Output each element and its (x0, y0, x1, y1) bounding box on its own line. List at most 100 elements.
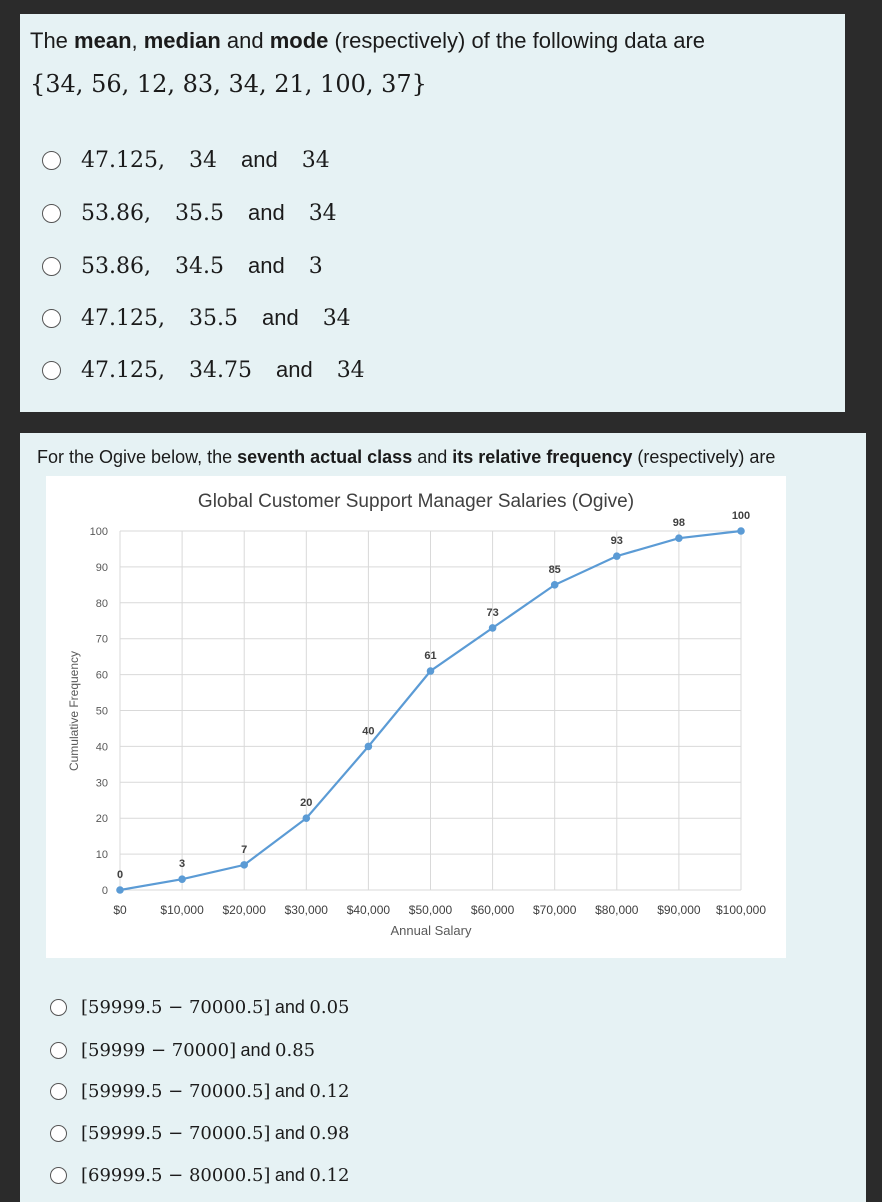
option-interval: [59999 − 70000] (81, 1039, 237, 1061)
data-point (675, 534, 683, 542)
option-1-b[interactable]: 53.86, 35.5 and 34 (42, 196, 337, 230)
x-tick-label: $10,000 (160, 903, 204, 917)
x-tick-label: $70,000 (533, 903, 577, 917)
x-tick-label: $60,000 (471, 903, 515, 917)
x-axis-label: Annual Salary (391, 923, 472, 938)
y-tick-labels: 0 10 20 30 40 50 60 70 80 90 100 (90, 526, 108, 897)
option-median: 34.75 (188, 357, 252, 383)
option-mode: 3 (308, 253, 323, 279)
data-label: 73 (486, 607, 498, 619)
data-set: {34, 56, 12, 83, 34, 21, 100, 37} (30, 70, 427, 98)
option-1-d[interactable]: 47.125, 35.5 and 34 (42, 301, 351, 335)
y-tick-label: 30 (96, 777, 108, 789)
data-point (550, 581, 559, 589)
x-tick-label: $50,000 (409, 903, 453, 917)
radio-button[interactable] (42, 150, 61, 170)
data-label: 3 (179, 858, 185, 870)
data-label: 98 (673, 517, 685, 529)
x-tick-label: $0 (113, 903, 127, 917)
radio-button[interactable] (50, 1166, 67, 1184)
question-2-text-part: For the Ogive below, the (37, 447, 238, 467)
radio-button[interactable] (42, 360, 61, 380)
x-tick-label: $20,000 (223, 903, 267, 917)
radio-button[interactable] (42, 256, 61, 276)
question-2-bold-frequency: its relative frequency (452, 447, 633, 467)
option-median: 34 (188, 147, 217, 173)
ogive-chart: Global Customer Support Manager Salaries… (46, 476, 786, 958)
question-1-text-part: , (131, 28, 144, 53)
data-point (364, 742, 373, 751)
option-and: and (274, 996, 305, 1017)
option-median: 35.5 (174, 200, 224, 226)
data-label: 85 (549, 564, 561, 576)
y-tick-label: 60 (96, 670, 108, 682)
y-tick-label: 80 (96, 598, 108, 610)
y-tick-label: 70 (96, 634, 108, 646)
x-tick-label: $90,000 (657, 903, 701, 917)
question-2-text: For the Ogive below, the seventh actual … (37, 442, 775, 472)
option-median: 34.5 (174, 253, 224, 279)
y-tick-label: 20 (96, 813, 108, 825)
radio-button[interactable] (42, 203, 61, 223)
option-value: 0.12 (309, 1080, 350, 1102)
data-labels: 0 3 7 20 40 61 73 85 93 98 100 (117, 510, 750, 881)
data-point (240, 861, 248, 869)
question-2-text-part: (respectively) are (632, 447, 776, 467)
radio-button[interactable] (50, 1082, 67, 1100)
question-1-bold-mean: mean (74, 28, 132, 53)
option-mean: 47.125, (81, 305, 165, 331)
option-value: 0.05 (309, 996, 350, 1018)
option-1-a[interactable]: 47.125, 34 and 34 (42, 143, 330, 177)
radio-button[interactable] (50, 1124, 67, 1142)
y-tick-label: 0 (102, 885, 108, 897)
option-2-b[interactable]: [59999 − 70000] and 0.85 (50, 1035, 315, 1065)
question-1-bold-median: median (143, 28, 221, 53)
option-mode: 34 (322, 305, 351, 331)
question-2-bold-class: seventh actual class (237, 447, 413, 467)
ogive-chart-svg: Global Customer Support Manager Salaries… (67, 491, 766, 938)
question-1-bold-mode: mode (269, 28, 329, 53)
option-interval: [59999.5 − 70000.5] (81, 1122, 271, 1144)
y-tick-label: 90 (96, 562, 108, 574)
option-value: 0.85 (275, 1039, 316, 1061)
option-and: and (240, 1039, 271, 1060)
grid-lines (119, 530, 742, 891)
option-mean: 47.125, (81, 147, 165, 173)
chart-title: Global Customer Support Manager Salaries… (198, 491, 634, 512)
option-and: and (275, 357, 313, 382)
option-mode: 34 (301, 147, 330, 173)
option-mode: 34 (308, 200, 337, 226)
y-tick-label: 40 (96, 741, 108, 753)
x-tick-label: $100,000 (716, 903, 766, 917)
question-1-text: The mean, median and mode (respectively)… (30, 26, 705, 56)
x-tick-label: $30,000 (285, 903, 329, 917)
option-interval: [59999.5 − 70000.5] (81, 1080, 271, 1102)
question-1-text-part: and (220, 28, 270, 53)
option-1-e[interactable]: 47.125, 34.75 and 34 (42, 353, 365, 387)
option-2-d[interactable]: [59999.5 − 70000.5] and 0.98 (50, 1118, 349, 1148)
question-1-text-part: The (30, 28, 75, 53)
option-value: 0.12 (309, 1164, 350, 1186)
x-tick-label: $40,000 (347, 903, 391, 917)
x-tick-label: $80,000 (595, 903, 639, 917)
radio-button[interactable] (50, 998, 67, 1016)
option-1-c[interactable]: 53.86, 34.5 and 3 (42, 249, 323, 283)
data-point (613, 552, 621, 560)
y-tick-label: 100 (90, 526, 108, 538)
cumulative-series (116, 527, 745, 894)
data-point (737, 527, 745, 535)
data-point (488, 624, 497, 632)
radio-button[interactable] (50, 1041, 67, 1059)
option-2-c[interactable]: [59999.5 − 70000.5] and 0.12 (50, 1076, 349, 1106)
option-mean: 53.86, (81, 200, 151, 226)
data-point (302, 814, 311, 822)
option-2-e[interactable]: [69999.5 − 80000.5] and 0.12 (50, 1160, 349, 1190)
data-label: 20 (300, 797, 312, 809)
option-and: and (240, 147, 278, 172)
option-and: and (274, 1080, 305, 1101)
option-and: and (247, 200, 285, 225)
option-median: 35.5 (188, 305, 238, 331)
radio-button[interactable] (42, 308, 61, 328)
option-mode: 34 (336, 357, 365, 383)
option-2-a[interactable]: [59999.5 − 70000.5] and 0.05 (50, 992, 349, 1022)
